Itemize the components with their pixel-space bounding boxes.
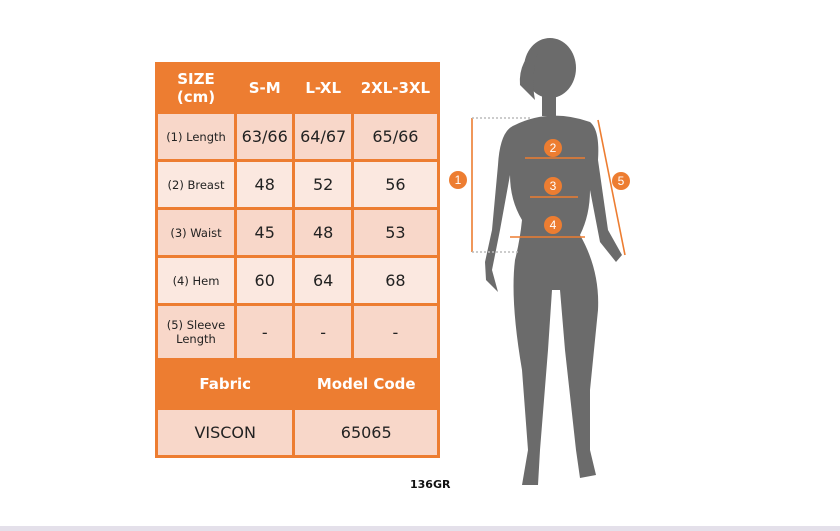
sleeve-arrow: [597, 119, 626, 256]
table-row: (1) Length 63/66 64/67 65/66: [155, 111, 441, 162]
cell: 52: [292, 159, 354, 210]
cell: 65/66: [350, 111, 441, 162]
row-label: (5) Sleeve Length: [155, 303, 237, 361]
cell: 53: [350, 207, 441, 258]
marker-1: [449, 171, 467, 189]
row-label: (1) Length: [155, 111, 237, 162]
marker-4: [544, 216, 562, 234]
marker-2: [544, 139, 562, 157]
bottom-divider: [0, 526, 840, 531]
marker-3-label: 3: [550, 179, 557, 193]
product-code: 136GR: [410, 478, 451, 491]
table-row: (2) Breast 48 52 56: [155, 159, 441, 210]
marker-1-label: 1: [455, 173, 462, 187]
footer-header-row: Fabric Model Code: [154, 358, 440, 410]
table-row: (3) Waist 45 48 53: [155, 207, 441, 258]
cell: -: [233, 303, 296, 361]
model-code-value: 65065: [292, 407, 440, 458]
marker-5-label: 5: [618, 174, 625, 188]
marker-5: [612, 172, 630, 190]
cell: -: [292, 303, 354, 361]
silhouette-icon: [485, 38, 622, 485]
header-s-m: S-M: [233, 62, 296, 114]
fabric-value: VISCON: [154, 407, 296, 458]
cell: 48: [292, 207, 354, 258]
marker-3: [544, 177, 562, 195]
header-model-code: Model Code: [292, 358, 440, 410]
header-2xl-3xl: 2XL-3XL: [350, 62, 441, 114]
header-fabric: Fabric: [154, 358, 296, 410]
cell: 64: [292, 255, 354, 306]
size-chart-table: SIZE (cm) S-M L-XL 2XL-3XL (1) Length 63…: [154, 62, 441, 458]
row-label: (4) Hem: [155, 255, 237, 306]
body-silhouette-figure: 1 2 3 4 5: [449, 38, 630, 485]
marker-2-label: 2: [550, 141, 557, 155]
size-header-row: SIZE (cm) S-M L-XL 2XL-3XL: [155, 62, 441, 114]
cell: 56: [350, 159, 441, 210]
cell: 45: [233, 207, 296, 258]
row-label: (3) Waist: [155, 207, 237, 258]
header-l-xl: L-XL: [292, 62, 354, 114]
cell: 60: [233, 255, 296, 306]
header-size: SIZE (cm): [155, 62, 237, 114]
cell: 63/66: [233, 111, 296, 162]
table-row: (4) Hem 60 64 68: [155, 255, 441, 306]
cell: 48: [233, 159, 296, 210]
cell: -: [350, 303, 441, 361]
cell: 64/67: [292, 111, 354, 162]
measurement-lines: [471, 117, 626, 256]
cell: 68: [350, 255, 441, 306]
footer-value-row: VISCON 65065: [154, 407, 440, 458]
marker-4-label: 4: [550, 218, 557, 232]
row-label: (2) Breast: [155, 159, 237, 210]
table-row: (5) Sleeve Length - - -: [155, 303, 441, 361]
